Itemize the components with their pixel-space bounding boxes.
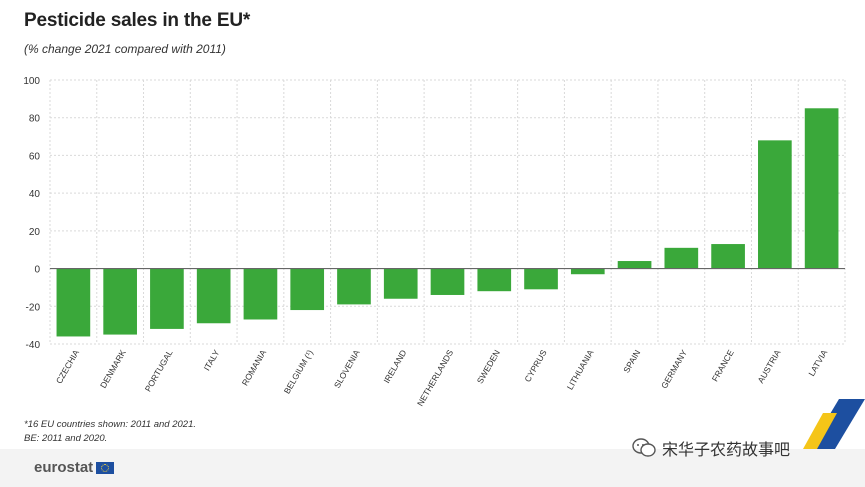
x-tick-label: GERMANY — [659, 348, 689, 391]
bar-netherlands — [430, 268, 465, 295]
eurostat-logo: eurostat — [34, 459, 115, 476]
x-tick-label: ROMANIA — [240, 348, 269, 388]
bar-belgium — [290, 268, 325, 311]
y-tick-label: 20 — [29, 227, 41, 238]
x-tick-label: SLOVENIA — [332, 348, 362, 390]
bar-latvia — [804, 108, 839, 269]
x-tick-label: PORTUGAL — [143, 348, 175, 394]
y-tick-label: 80 — [29, 114, 41, 125]
chart-title: Pesticide sales in the EU* — [24, 10, 251, 31]
footnote-2: BE: 2011 and 2020. — [24, 433, 108, 444]
bar-france — [711, 244, 745, 269]
bar-lithuania — [570, 268, 605, 275]
chat-bubble-icon — [632, 438, 656, 457]
y-tick-label: 40 — [29, 189, 41, 200]
x-tick-label: CYPRUS — [522, 348, 549, 384]
watermark: 宋华子农药故事吧 — [632, 436, 790, 460]
y-tick-label: 100 — [23, 76, 40, 87]
bar-denmark — [103, 268, 137, 335]
y-tick-label: -20 — [26, 302, 41, 313]
bar-portugal — [150, 268, 184, 329]
bar-ireland — [383, 268, 418, 299]
x-tick-label: CZECHIA — [54, 348, 81, 386]
x-tick-label: SPAIN — [621, 348, 642, 375]
footer-band — [0, 449, 865, 487]
x-tick-label: ITALY — [202, 348, 222, 373]
bar-germany — [664, 247, 699, 269]
bar-romania — [243, 268, 278, 320]
x-axis-labels: CZECHIA DENMARK PORTUGAL ITALY ROMANIA BELGIU… — [54, 348, 830, 408]
bar-spain — [617, 261, 652, 269]
gridlines — [49, 79, 846, 345]
bar-sweden — [477, 268, 512, 292]
decorative-stripes — [803, 399, 865, 449]
x-tick-label: FRANCE — [710, 348, 736, 384]
x-tick-label: IRELAND — [381, 348, 408, 385]
footnotes: *16 EU countries shown: 2011 and 2021. B… — [24, 418, 196, 446]
bar-slovenia — [337, 268, 371, 305]
chart-subtitle: (% change 2021 compared with 2011) — [24, 42, 226, 56]
x-tick-label: LATVIA — [806, 348, 829, 378]
footnote-1: *16 EU countries shown: 2011 and 2021. — [24, 419, 196, 430]
x-tick-label: BELGIUM (¹) — [282, 348, 315, 396]
y-axis-ticks: -40 -20 0 20 40 60 80 100 — [23, 76, 40, 351]
y-tick-label: 0 — [34, 265, 40, 276]
x-tick-label: NETHERLANDS — [415, 348, 455, 408]
bar-italy — [196, 268, 231, 324]
x-tick-label: DENMARK — [98, 348, 128, 390]
x-tick-label: AUSTRIA — [756, 348, 783, 385]
logo-text: eurostat — [34, 459, 94, 476]
x-tick-label: SWEDEN — [475, 348, 502, 385]
bars — [56, 108, 839, 337]
bar-austria — [758, 140, 792, 269]
watermark-text: 宋华子农药故事吧 — [662, 440, 791, 459]
eu-flag-icon — [96, 461, 115, 474]
bar-cyprus — [524, 268, 558, 290]
x-tick-label: LITHUANIA — [565, 348, 596, 392]
bar-czechia — [56, 268, 91, 337]
y-tick-label: 60 — [29, 151, 41, 162]
bar-chart: -40 -20 0 20 40 60 80 100 CZECHIA DENMARK PORTUGA… — [23, 76, 846, 408]
y-tick-label: -40 — [26, 340, 41, 351]
